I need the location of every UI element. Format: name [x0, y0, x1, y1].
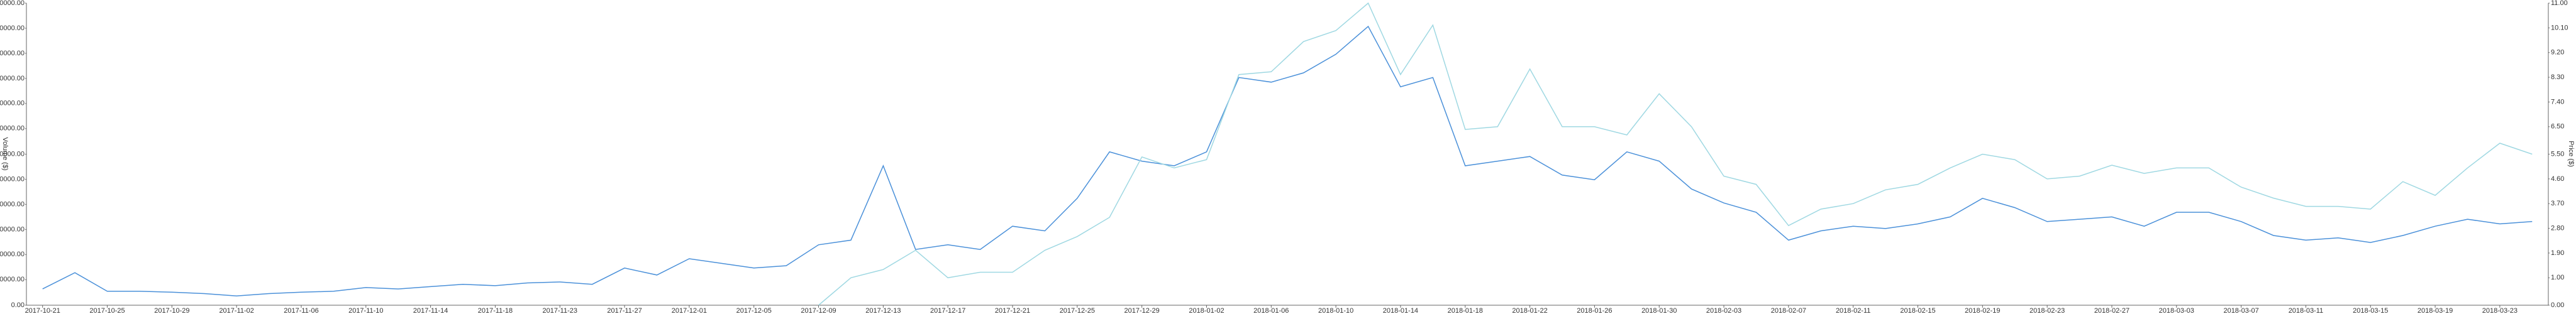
y2-tick-label: 3.70: [2551, 200, 2564, 207]
x-tick-label: 2018-03-15: [2353, 307, 2388, 314]
x-tick-label: 2017-11-10: [348, 307, 383, 314]
x-tick-label: 2017-11-27: [607, 307, 641, 314]
y-tick-label: 488000000.00: [0, 75, 25, 82]
x-tick-label: 2017-11-06: [284, 307, 318, 314]
x-tick-label: 2017-11-23: [543, 307, 577, 314]
x-tick-label: 2018-01-14: [1383, 307, 1418, 314]
y-tick-label: 109000000.00: [0, 251, 25, 258]
x-tick-label: 2018-01-10: [1318, 307, 1353, 314]
y2-tick-label: 11.00: [2551, 0, 2568, 7]
y-tick-label: 271000000.00: [0, 175, 25, 183]
x-tick-label: 2017-12-05: [736, 307, 772, 314]
x-tick-label: 2017-12-21: [995, 307, 1030, 314]
x-tick-label: 2018-02-19: [1965, 307, 2000, 314]
x-tick-label: 2018-01-22: [1512, 307, 1547, 314]
y2-tick-label: 9.20: [2551, 49, 2564, 57]
x-tick-label: 2018-02-23: [2029, 307, 2065, 314]
y-tick-label: 434000000.00: [0, 100, 25, 107]
y2-tick-label: 6.50: [2551, 123, 2564, 131]
x-tick-label: 2017-12-01: [672, 307, 707, 314]
y2-axis-title: Price ($): [2567, 141, 2575, 167]
y-tick-label: 217000000.00: [0, 200, 25, 208]
x-tick-label: 2017-12-09: [801, 307, 836, 314]
y2-tick-label: 7.40: [2551, 98, 2564, 106]
y-tick-label: 325000000.00: [0, 150, 25, 158]
y2-tick-label: 2.80: [2551, 224, 2564, 232]
x-tick-label: 2018-02-11: [1836, 307, 1870, 314]
y-tick-label: 55000000.00: [0, 276, 25, 283]
x-tick-label: 2017-12-17: [930, 307, 965, 314]
x-tick-label: 2018-01-06: [1253, 307, 1289, 314]
x-tick-label: 2018-03-23: [2482, 307, 2518, 314]
y2-tick-label: 8.30: [2551, 73, 2564, 81]
y2-tick-label: 0.00: [2551, 301, 2564, 309]
x-tick-label: 2018-03-19: [2418, 307, 2453, 314]
x-tick-label: 2017-11-18: [478, 307, 513, 314]
y-tick-label: 542000000.00: [0, 50, 25, 57]
x-tick-label: 2018-03-03: [2159, 307, 2194, 314]
y2-tick-label: 4.60: [2551, 175, 2564, 183]
x-tick-label: 2018-02-15: [1900, 307, 1935, 314]
x-tick-label: 2017-10-21: [25, 307, 60, 314]
x-tick-label: 2018-02-07: [1771, 307, 1806, 314]
y-tick-label: 650000000.00: [0, 0, 25, 7]
x-tick-label: 2017-11-14: [413, 307, 448, 314]
y-axis-title: Volume ($): [1, 137, 9, 170]
x-tick-label: 2017-12-25: [1060, 307, 1095, 314]
x-tick-label: 2018-03-11: [2289, 307, 2323, 314]
x-tick-label: 2017-11-02: [219, 307, 253, 314]
y2-tick-label: 5.50: [2551, 150, 2564, 158]
x-tick-label: 2017-12-29: [1124, 307, 1160, 314]
series-line: [818, 2, 2533, 306]
x-tick-label: 2018-02-27: [2094, 307, 2129, 314]
x-tick-label: 2018-01-02: [1189, 307, 1224, 314]
x-tick-label: 2017-10-25: [89, 307, 125, 314]
x-tick-label: 2018-01-30: [1641, 307, 1677, 314]
x-tick-label: 2018-03-07: [2223, 307, 2258, 314]
y-tick-label: 163000000.00: [0, 225, 25, 233]
x-tick-label: 2018-01-18: [1448, 307, 1483, 314]
x-tick-label: 2017-12-13: [865, 307, 901, 314]
x-tick-label: 2018-01-26: [1577, 307, 1612, 314]
y-tick-label: 596000000.00: [0, 24, 25, 32]
y2-tick-label: 10.10: [2551, 24, 2568, 31]
y2-tick-label: 1.90: [2551, 249, 2564, 257]
x-tick-label: 2017-10-29: [154, 307, 189, 314]
series-line: [42, 25, 2533, 296]
y-tick-label: 380000000.00: [0, 125, 25, 133]
x-tick-label: 2018-02-03: [1706, 307, 1741, 314]
y-tick-label: 0.00: [11, 301, 25, 309]
y2-tick-label: 1.00: [2551, 274, 2564, 281]
